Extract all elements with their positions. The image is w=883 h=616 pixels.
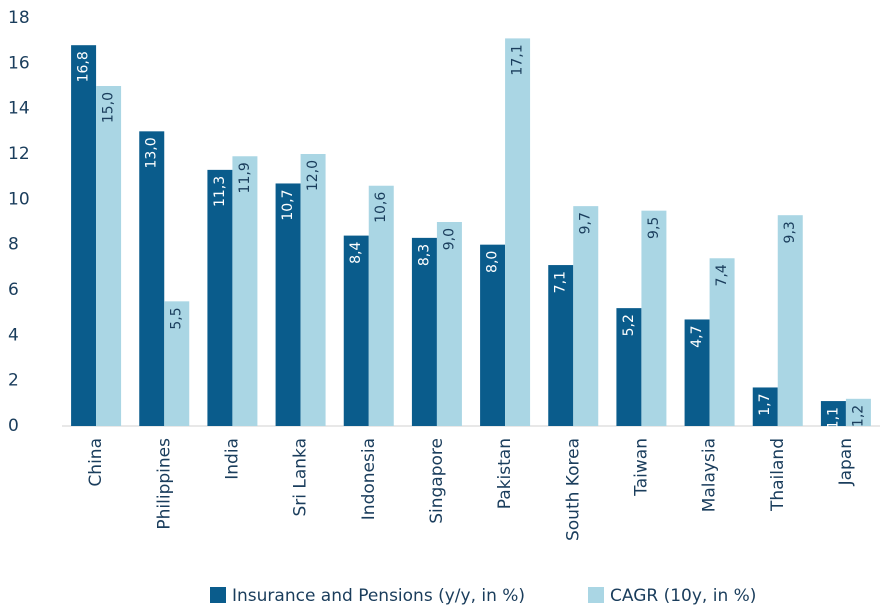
bar xyxy=(436,222,462,426)
legend-swatch xyxy=(588,587,604,603)
y-tick-label: 14 xyxy=(8,99,30,119)
value-label: 5,5 xyxy=(169,307,185,329)
value-label: 4,7 xyxy=(689,325,705,347)
bar xyxy=(232,156,258,426)
y-tick-label: 12 xyxy=(8,144,30,164)
bar xyxy=(368,185,394,426)
bar xyxy=(343,235,369,426)
y-tick-label: 6 xyxy=(8,280,19,300)
bar xyxy=(71,45,97,426)
value-label: 10,6 xyxy=(373,192,389,223)
value-label: 11,9 xyxy=(237,162,253,193)
value-label: 1,7 xyxy=(757,393,773,415)
value-label: 8,4 xyxy=(348,242,364,264)
bar xyxy=(820,401,846,426)
x-tick-label: Taiwan xyxy=(631,438,651,497)
bar xyxy=(573,206,599,426)
value-label: 1,2 xyxy=(850,405,866,427)
value-label: 1,1 xyxy=(825,407,841,429)
bar xyxy=(616,308,642,426)
value-label: 17,1 xyxy=(510,44,526,75)
legend-label: CAGR (10y, in %) xyxy=(610,586,756,606)
x-tick-label: India xyxy=(222,438,242,480)
y-tick-label: 10 xyxy=(8,189,30,209)
value-label: 8,3 xyxy=(416,244,432,266)
legend-swatch xyxy=(210,587,226,603)
bar xyxy=(300,154,326,426)
bar xyxy=(139,131,165,427)
bar xyxy=(684,319,710,426)
value-label: 9,3 xyxy=(782,221,798,243)
bar xyxy=(505,38,531,427)
bar xyxy=(96,86,122,426)
bar xyxy=(709,258,735,426)
value-label: 9,5 xyxy=(646,217,662,239)
value-label: 5,2 xyxy=(621,314,637,336)
bar xyxy=(207,169,233,426)
value-label: 13,0 xyxy=(144,137,160,168)
value-label: 9,7 xyxy=(578,212,594,234)
bar xyxy=(548,265,574,426)
value-label: 7,1 xyxy=(553,271,569,293)
bar xyxy=(752,387,778,426)
value-label: 12,0 xyxy=(305,160,321,191)
bar xyxy=(480,244,506,426)
bar xyxy=(777,215,803,426)
x-tick-label: Singapore xyxy=(427,438,447,524)
value-label: 9,0 xyxy=(441,228,457,250)
y-tick-label: 0 xyxy=(8,416,19,436)
y-tick-label: 4 xyxy=(8,325,19,345)
y-tick-label: 16 xyxy=(8,53,30,73)
x-tick-label: South Korea xyxy=(563,438,583,541)
y-tick-label: 8 xyxy=(8,235,19,255)
value-label: 8,0 xyxy=(485,251,501,273)
x-tick-label: Japan xyxy=(836,438,856,486)
bar xyxy=(845,398,871,426)
value-label: 16,8 xyxy=(76,51,92,82)
x-tick-label: China xyxy=(86,438,106,487)
bar xyxy=(164,301,190,426)
value-label: 10,7 xyxy=(280,189,296,220)
bar xyxy=(641,210,667,426)
value-label: 11,3 xyxy=(212,176,228,207)
bar xyxy=(411,237,437,426)
x-tick-label: Sri Lanka xyxy=(291,438,311,517)
x-tick-label: Philippines xyxy=(154,438,174,530)
x-tick-label: Pakistan xyxy=(495,438,515,509)
value-label: 7,4 xyxy=(714,264,730,286)
y-tick-label: 18 xyxy=(8,8,30,28)
y-tick-label: 2 xyxy=(8,371,19,391)
legend-label: Insurance and Pensions (y/y, in %) xyxy=(232,586,525,606)
x-tick-label: Malaysia xyxy=(700,438,720,512)
x-tick-label: Thailand xyxy=(768,438,788,512)
value-label: 15,0 xyxy=(101,92,117,123)
x-tick-label: Indonesia xyxy=(359,438,379,520)
bar xyxy=(275,183,301,426)
